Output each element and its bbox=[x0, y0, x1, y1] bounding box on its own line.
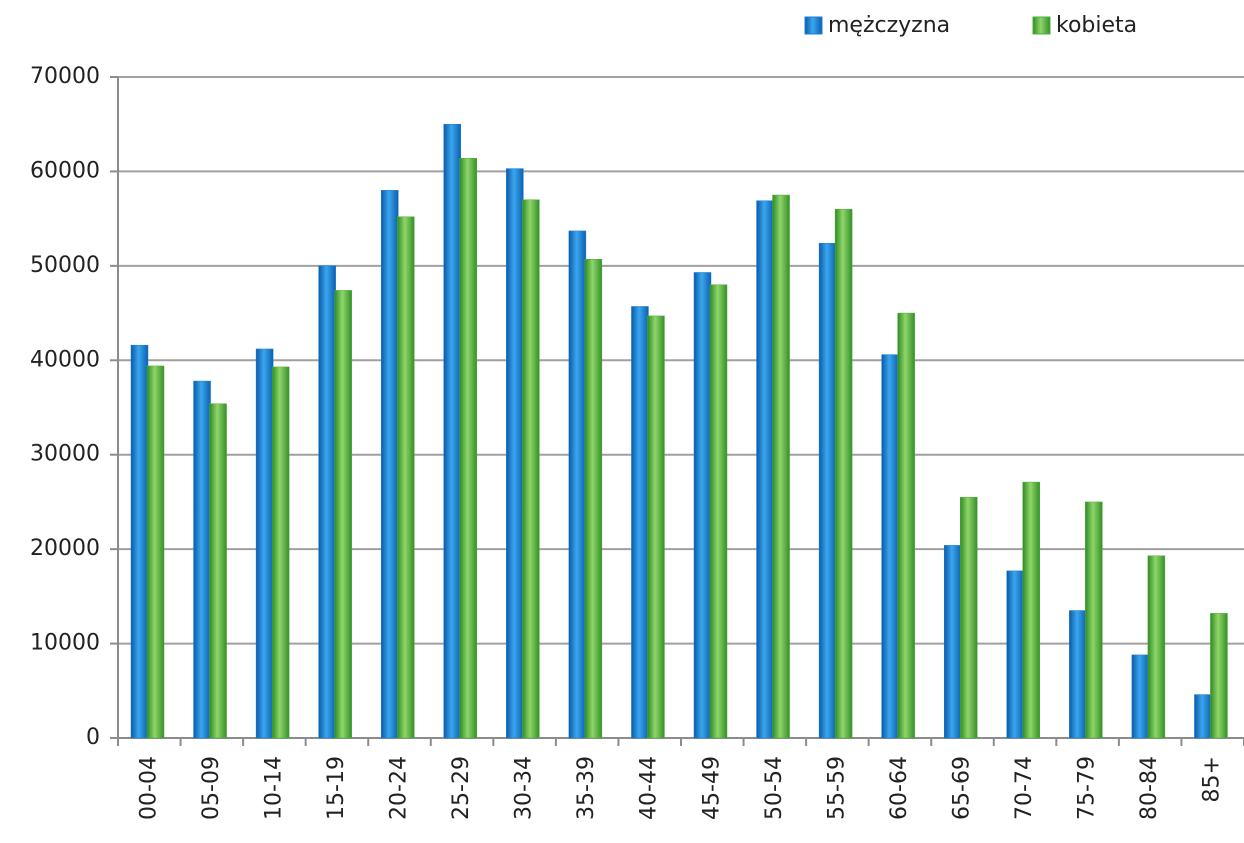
x-tick-label: 65-69 bbox=[950, 756, 975, 820]
bar bbox=[1147, 555, 1166, 739]
bar bbox=[1194, 694, 1212, 739]
x-tick-label: 00-04 bbox=[136, 756, 161, 820]
y-tick-label: 60000 bbox=[30, 158, 100, 183]
legend-label: kobieta bbox=[1056, 13, 1137, 38]
bar bbox=[380, 190, 399, 739]
bar bbox=[522, 199, 540, 739]
bar bbox=[459, 157, 478, 739]
bar bbox=[318, 265, 336, 739]
x-tick-label: 15-19 bbox=[324, 756, 349, 820]
y-tick-label: 50000 bbox=[30, 253, 100, 278]
bar bbox=[1085, 501, 1103, 739]
bar bbox=[568, 230, 587, 739]
y-tick-label: 70000 bbox=[30, 64, 100, 89]
x-tick-label: 05-09 bbox=[199, 756, 224, 820]
legend-swatch bbox=[1032, 16, 1051, 35]
bar bbox=[943, 545, 962, 739]
x-tick-label: 20-24 bbox=[387, 756, 412, 820]
x-tick-label: 25-29 bbox=[449, 756, 474, 820]
x-tick-label: 30-34 bbox=[512, 756, 537, 820]
bar bbox=[193, 380, 211, 739]
bar bbox=[693, 272, 712, 739]
x-tick-label: 35-39 bbox=[574, 756, 599, 820]
bar bbox=[396, 216, 415, 739]
bar bbox=[1069, 610, 1087, 739]
y-tick-label: 10000 bbox=[30, 631, 100, 656]
bar bbox=[334, 290, 352, 739]
x-tick-label: 45-49 bbox=[699, 756, 724, 820]
bar bbox=[506, 168, 524, 739]
x-tick-label: 50-54 bbox=[762, 756, 787, 820]
bar bbox=[1210, 613, 1228, 739]
bar bbox=[897, 312, 915, 739]
legend-label: mężczyzna bbox=[828, 13, 950, 38]
legend-swatch bbox=[804, 16, 823, 35]
bar bbox=[130, 344, 149, 739]
bar bbox=[756, 200, 774, 739]
bar bbox=[881, 354, 899, 739]
bar bbox=[255, 348, 274, 739]
bar bbox=[834, 208, 853, 739]
x-tick-label: 70-74 bbox=[1012, 756, 1037, 820]
bar bbox=[647, 315, 665, 739]
bar bbox=[1006, 570, 1025, 739]
bar bbox=[709, 284, 728, 739]
y-tick-label: 20000 bbox=[30, 536, 100, 561]
x-tick-label: 75-79 bbox=[1075, 756, 1100, 820]
x-tick-label: 40-44 bbox=[637, 756, 662, 820]
bar bbox=[443, 123, 462, 739]
bar bbox=[209, 403, 227, 739]
bar bbox=[818, 242, 837, 739]
bar bbox=[959, 496, 978, 739]
y-tick-label: 30000 bbox=[30, 442, 100, 467]
y-tick-label: 40000 bbox=[30, 347, 100, 372]
y-tick-label: 0 bbox=[86, 725, 100, 750]
bar bbox=[584, 258, 603, 739]
bar bbox=[146, 365, 165, 739]
bar bbox=[631, 306, 649, 739]
bar bbox=[1131, 654, 1150, 739]
bar bbox=[1022, 481, 1041, 739]
x-tick-label: 85+ bbox=[1200, 756, 1225, 802]
x-tick-label: 55-59 bbox=[824, 756, 849, 820]
x-tick-label: 80-84 bbox=[1137, 756, 1162, 820]
bar bbox=[271, 366, 290, 739]
bar bbox=[772, 194, 790, 739]
x-tick-label: 10-14 bbox=[261, 756, 286, 820]
x-tick-label: 60-64 bbox=[887, 756, 912, 820]
